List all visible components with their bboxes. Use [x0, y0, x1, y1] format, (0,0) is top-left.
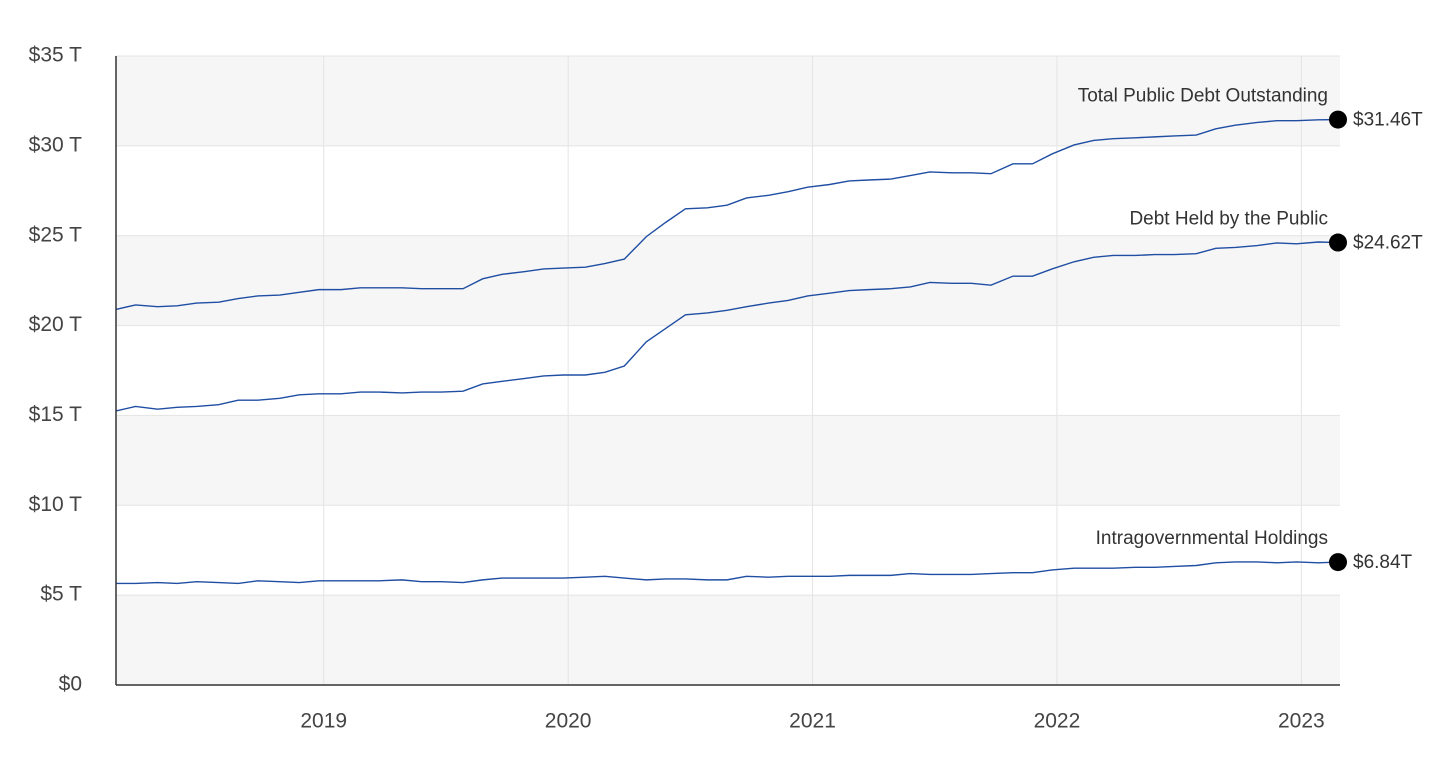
y-tick-label: $25 T: [29, 223, 82, 246]
x-tick-label: 2021: [789, 710, 836, 733]
end-value-label: $24.62T: [1353, 233, 1423, 254]
plot-background: [116, 56, 1340, 685]
labels: $0 $5 T $10 T $15 T $20 T $25 T $30 T $35 T 2019…: [29, 44, 1423, 733]
series-name-label: Intragovernmental Holdings: [1096, 528, 1328, 549]
y-tick-label: $15 T: [29, 403, 82, 426]
series-name-label: Total Public Debt Outstanding: [1078, 86, 1328, 107]
plot-band: [116, 595, 1340, 685]
plot-band: [116, 56, 1340, 146]
series-name-label: Debt Held by the Public: [1129, 209, 1328, 230]
y-tick-label: $35 T: [29, 44, 82, 67]
end-point: [1329, 553, 1347, 572]
y-tick-label: $0: [59, 673, 82, 696]
x-tick-label: 2022: [1034, 710, 1081, 733]
y-tick-label: $30 T: [29, 133, 82, 156]
series-lines: [115, 110, 1347, 585]
series-line: [116, 561, 1339, 585]
x-tick-label: 2020: [545, 710, 592, 733]
x-tick-label: 2023: [1278, 710, 1325, 733]
axes: [115, 56, 1340, 686]
end-point: [1329, 233, 1347, 252]
series-line: [115, 241, 1339, 412]
series-line: [115, 118, 1339, 311]
x-tick-label: 2019: [300, 710, 347, 733]
y-tick-label: $20 T: [29, 313, 82, 336]
grid: [116, 55, 1340, 686]
y-tick-label: $5 T: [40, 583, 82, 606]
y-tick-label: $10 T: [29, 493, 82, 516]
end-value-label: $31.46T: [1353, 110, 1423, 131]
plot-band: [116, 415, 1340, 506]
plot-band: [116, 235, 1340, 326]
end-value-label: $6.84T: [1353, 552, 1413, 573]
end-point: [1329, 110, 1347, 129]
